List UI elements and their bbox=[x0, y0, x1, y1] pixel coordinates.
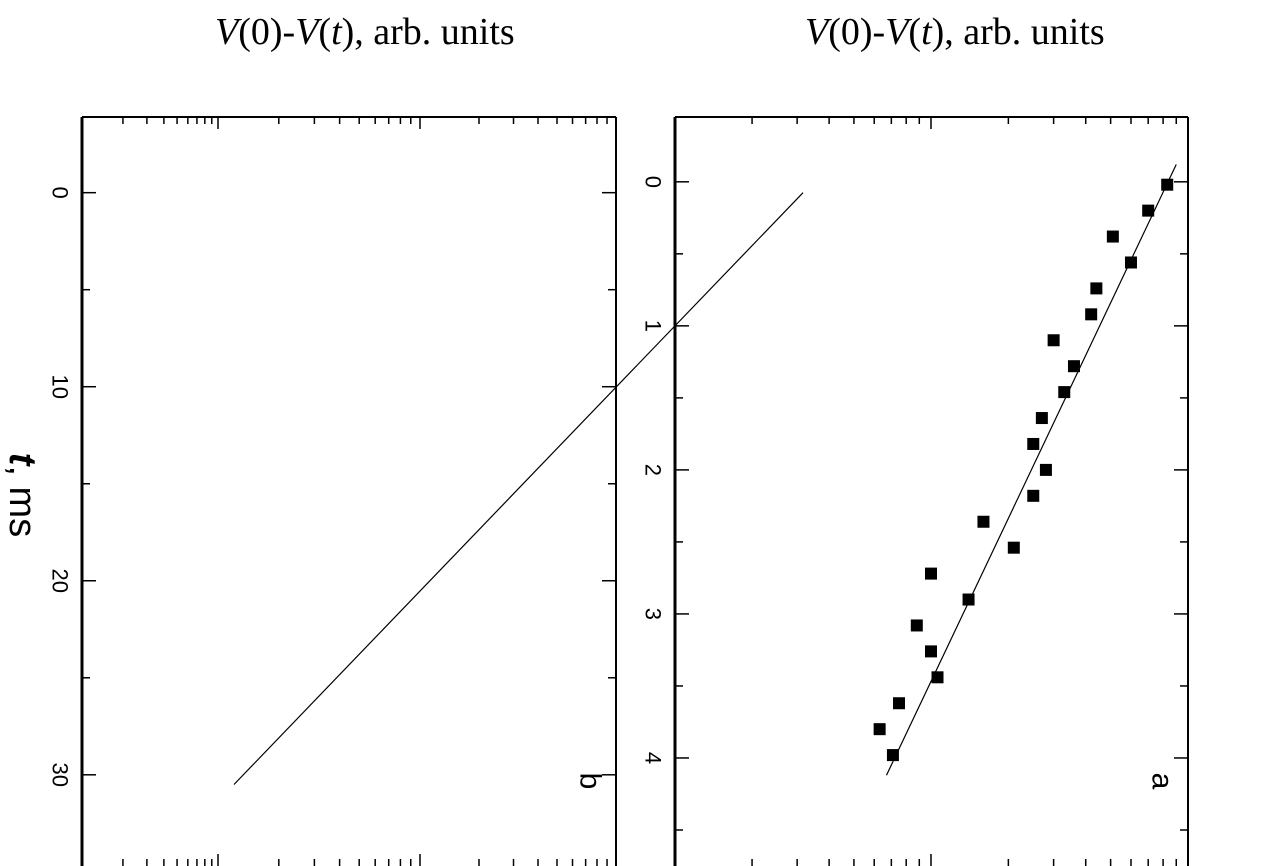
panel-label-a: a bbox=[1146, 773, 1179, 790]
data-point-a bbox=[910, 619, 923, 632]
data-point-a bbox=[1124, 256, 1137, 269]
common-axis: t, ms bbox=[1, 453, 43, 537]
data-point-a bbox=[1027, 489, 1040, 502]
data-point-a bbox=[1039, 463, 1052, 476]
data-point-a bbox=[1067, 360, 1080, 373]
data-point-a bbox=[886, 749, 899, 762]
data-point-a bbox=[925, 645, 937, 658]
y-tick-label-a: 4 bbox=[641, 752, 666, 764]
time-axis-unit: , ms bbox=[1, 465, 43, 537]
data-point-a bbox=[1027, 437, 1040, 450]
data-point-a bbox=[893, 697, 906, 710]
data-point-a bbox=[873, 723, 886, 736]
top-axis-title-b: V(0)-V(t), arb. units bbox=[215, 11, 515, 53]
fit-line-a bbox=[885, 164, 1177, 776]
data-point-a bbox=[1047, 334, 1060, 347]
data-point-a bbox=[1058, 386, 1071, 399]
data-point-a bbox=[1161, 178, 1174, 191]
y-tick-label-b: 0 bbox=[48, 187, 73, 199]
y-tick-label-b: 20 bbox=[48, 569, 73, 593]
data-point-a bbox=[925, 567, 937, 580]
data-point-a bbox=[1142, 204, 1155, 217]
data-point-a bbox=[1106, 230, 1119, 243]
y-tick-label-b: 30 bbox=[48, 763, 73, 787]
time-axis-symbol: t bbox=[1, 453, 43, 467]
y-tick-label-a: 2 bbox=[641, 464, 666, 476]
data-point-a bbox=[1007, 541, 1020, 554]
data-point-a bbox=[977, 515, 990, 528]
y-tick-label-a: 3 bbox=[641, 608, 666, 620]
data-point-a bbox=[1090, 282, 1103, 295]
panel-label-b: b bbox=[574, 773, 607, 790]
time-axis-label: t, ms bbox=[1, 453, 43, 537]
y-tick-label-a: 0 bbox=[641, 176, 666, 188]
data-point-a bbox=[1035, 412, 1048, 425]
top-axis-title-a: V(0)-V(t), arb. units bbox=[805, 11, 1105, 53]
y-tick-label-a: 1 bbox=[641, 320, 666, 332]
fit-line-b bbox=[233, 192, 804, 785]
y-tick-label-b: 10 bbox=[48, 374, 73, 398]
panel-a: 0 1 2 3 4 a bbox=[641, 116, 1189, 866]
data-point-a bbox=[931, 671, 944, 684]
data-point-a bbox=[1085, 308, 1098, 321]
data-point-a bbox=[962, 593, 975, 606]
